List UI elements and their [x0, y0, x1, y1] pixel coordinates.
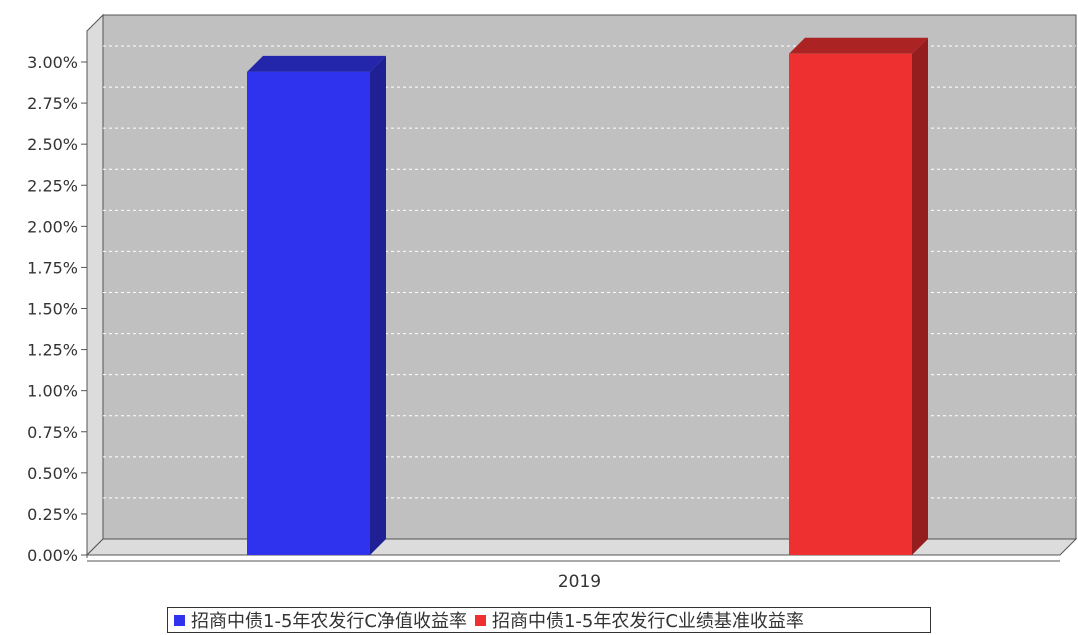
- y-tick-label: 1.75%: [27, 258, 78, 277]
- bar-side: [912, 37, 928, 556]
- bar-top: [789, 37, 928, 54]
- x-tick-label: 2019: [558, 572, 601, 592]
- bar-front: [789, 53, 912, 556]
- legend-swatch: [474, 614, 486, 626]
- floor: [85, 538, 1078, 556]
- legend: 招商中债1-5年农发行C净值收益率 招商中债1-5年农发行C业绩基准收益率: [167, 607, 931, 633]
- legend-item-nav-return: 招商中债1-5年农发行C净值收益率: [174, 607, 467, 633]
- y-tick-label: 0.00%: [27, 546, 78, 565]
- y-tick-label: 1.50%: [27, 300, 78, 319]
- y-tick-label: 0.75%: [27, 423, 78, 442]
- bar-top: [247, 55, 386, 72]
- y-tick-label: 3.00%: [27, 53, 78, 72]
- y-tick-label: 0.50%: [27, 464, 78, 483]
- bar-chart: 0.00% 0.25% 0.50% 0.75% 1.00% 1.25% 1.50% 1.75%…: [27, 13, 1078, 592]
- y-tick-label: 1.00%: [27, 382, 78, 401]
- y-tick-label: 2.75%: [27, 94, 78, 113]
- bar: [247, 55, 386, 556]
- y-tick-label: 2.50%: [27, 135, 78, 154]
- x-axis-labels: 2019: [558, 572, 601, 592]
- legend-label: 招商中债1-5年农发行C业绩基准收益率: [491, 611, 804, 632]
- y-tick-label: 0.25%: [27, 505, 78, 524]
- bars: [247, 37, 928, 556]
- y-tick-label: 1.25%: [27, 341, 78, 360]
- legend-item-benchmark-return: 招商中债1-5年农发行C业绩基准收益率: [474, 607, 804, 633]
- y-tick-label: 2.25%: [27, 176, 78, 195]
- y-tick-label: 2.00%: [27, 217, 78, 236]
- y-axis-ticks: 0.00% 0.25% 0.50% 0.75% 1.00% 1.25% 1.50% 1.75%…: [27, 31, 1060, 565]
- bar: [789, 37, 928, 556]
- legend-label: 招商中债1-5年农发行C净值收益率: [191, 611, 467, 632]
- legend-swatch: [174, 614, 185, 626]
- side-wall: [86, 13, 104, 557]
- bar-front: [247, 71, 370, 556]
- bar-side: [370, 55, 386, 556]
